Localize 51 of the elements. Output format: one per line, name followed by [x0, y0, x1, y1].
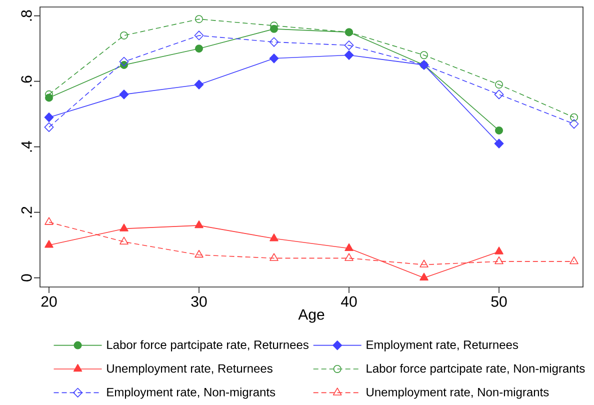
point	[194, 30, 204, 40]
point	[44, 217, 54, 225]
y-tick-label: .2	[21, 206, 32, 218]
point	[494, 256, 504, 264]
legend-label: Labor force partcipate rate, Returnees	[107, 340, 308, 352]
y-tick-label: 0	[21, 274, 32, 282]
legend-label: Employment rate, Non-migrants	[107, 388, 276, 399]
point	[420, 260, 428, 268]
point	[194, 250, 204, 258]
point	[270, 234, 278, 242]
legend-label: Unemployment rate, Returnees	[107, 364, 272, 376]
y-tick-label: .8	[21, 10, 32, 21]
point	[570, 256, 578, 264]
point	[269, 37, 279, 47]
legend-label: Employment rate, Returnees	[366, 340, 518, 352]
point	[120, 31, 128, 40]
point	[194, 220, 204, 228]
point	[420, 272, 428, 281]
x-tick-label: 30	[191, 296, 207, 307]
point	[495, 80, 504, 89]
point	[495, 126, 504, 134]
x-tick-label: 20	[41, 296, 57, 307]
point	[44, 112, 54, 122]
point	[120, 224, 128, 232]
point	[494, 90, 504, 100]
x-tick-label: 50	[491, 296, 507, 307]
point	[344, 50, 354, 60]
point	[570, 113, 578, 122]
point	[120, 236, 128, 245]
point	[119, 90, 129, 100]
point	[195, 15, 203, 24]
point	[44, 122, 54, 132]
y-tick-label: .4	[21, 141, 32, 152]
x-axis-title: Age	[298, 309, 324, 323]
point	[194, 80, 204, 90]
legend-label: Unemployment rate, Non-migrants	[366, 388, 549, 399]
point	[270, 253, 278, 261]
point	[195, 44, 203, 53]
point	[569, 119, 579, 129]
point	[344, 253, 354, 261]
point	[269, 54, 279, 64]
point	[44, 240, 54, 248]
point	[344, 40, 354, 50]
point	[494, 138, 504, 148]
x-tick-label: 40	[341, 296, 357, 307]
point	[494, 246, 504, 254]
point	[420, 51, 428, 60]
point	[119, 56, 129, 66]
y-tick-label: .6	[21, 76, 32, 86]
point	[344, 243, 354, 252]
legend-label: Labor force partcipate rate, Non-migrants	[366, 364, 585, 376]
